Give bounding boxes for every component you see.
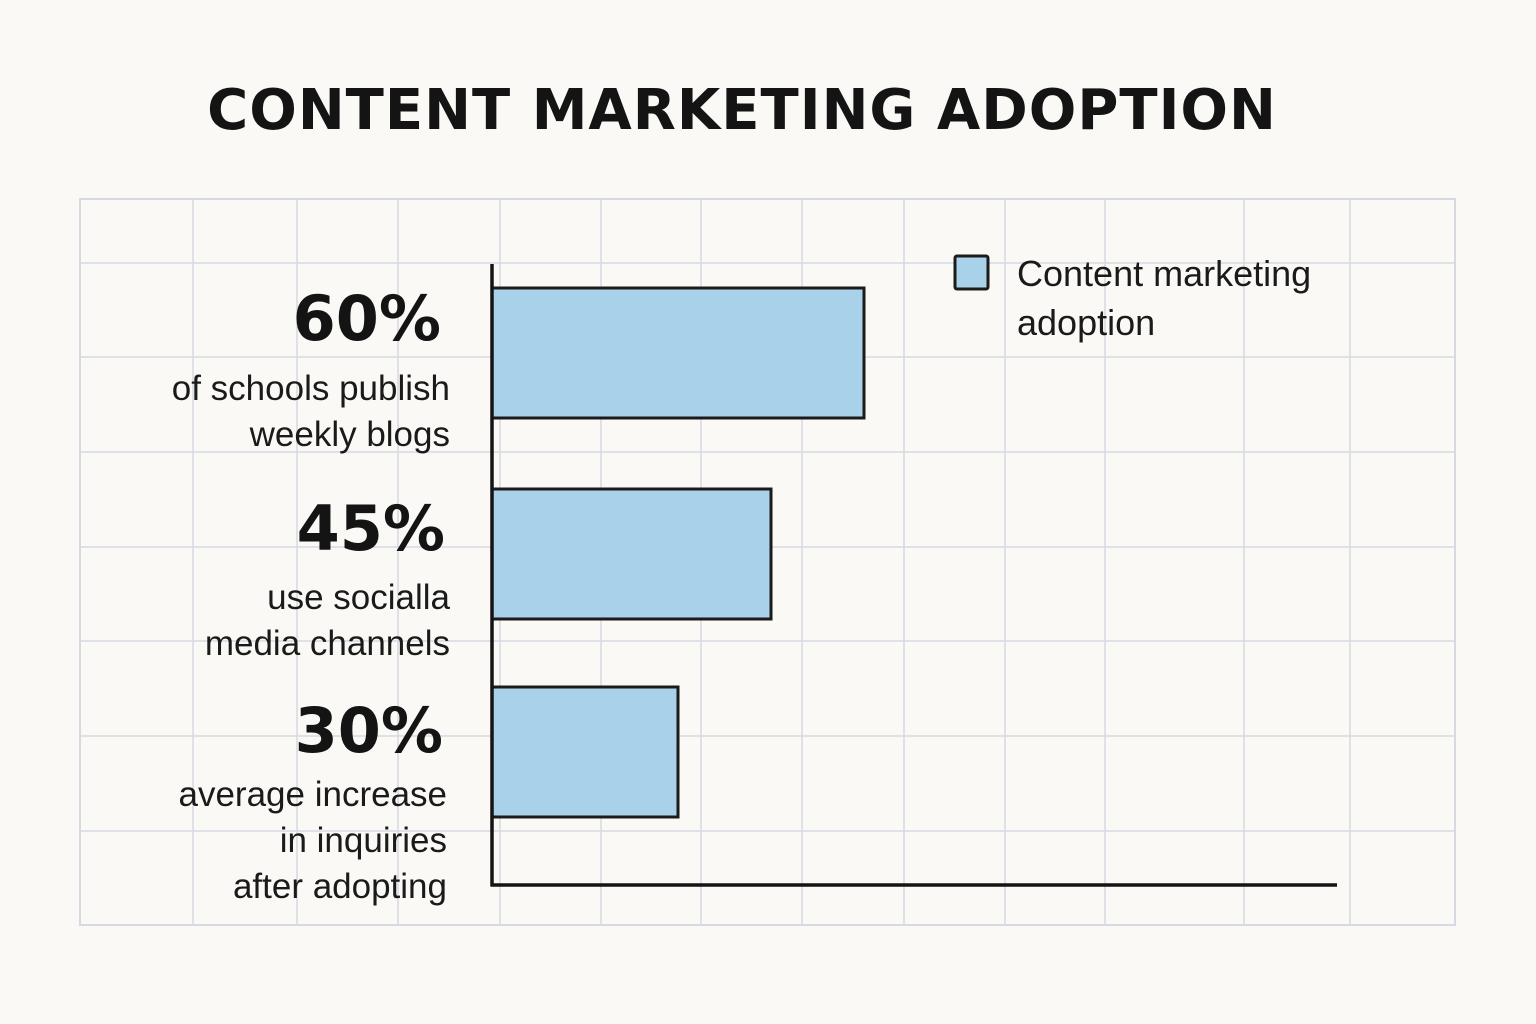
category-label-line: use socialla — [267, 578, 450, 617]
value-label: 60% — [293, 282, 441, 355]
category-label-line: of schools publish — [172, 369, 450, 408]
category-label-line: media channels — [205, 624, 450, 663]
category-label-line: average increase — [179, 775, 448, 814]
axes — [490, 264, 1337, 887]
category-labels: 60% of schools publish weekly blogs 45% use … — [172, 282, 451, 906]
legend: Content marketing adoption — [953, 253, 1311, 343]
value-label: 45% — [297, 492, 445, 565]
bar — [490, 286, 866, 420]
bar — [490, 685, 680, 819]
category-label-line: after adopting — [233, 867, 447, 906]
bar — [490, 487, 773, 621]
bars — [490, 286, 866, 819]
legend-label-line-1: Content marketing — [1017, 253, 1311, 294]
value-label: 30% — [295, 694, 443, 767]
grid — [79, 198, 1456, 926]
legend-swatch — [953, 254, 990, 291]
grid-frame — [79, 198, 1456, 926]
chart-title: CONTENT MARKETING ADOPTION — [207, 78, 1277, 143]
category-label-line: in inquiries — [280, 821, 447, 860]
category-label-line: weekly blogs — [249, 415, 450, 454]
legend-label-line-2: adoption — [1017, 302, 1155, 343]
